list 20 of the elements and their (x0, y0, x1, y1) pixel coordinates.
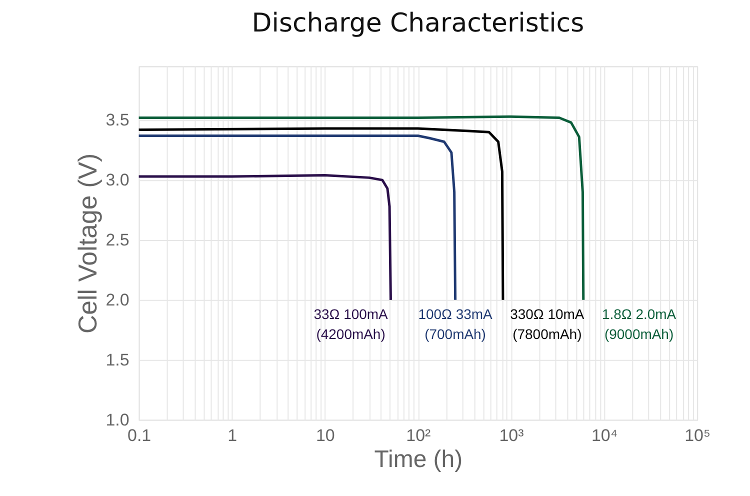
x-tick-label: 10⁵ (684, 426, 711, 446)
annotation: 100Ω 33mA (700mAh) (418, 306, 494, 342)
y-tick-label: 1.0 (106, 410, 130, 430)
chart-title: Discharge Characteristics (252, 8, 584, 38)
y-tick-label: 3.0 (106, 170, 130, 190)
x-tick-label: 10³ (499, 426, 524, 446)
y-tick-label: 2.5 (106, 230, 130, 250)
annotation: 33Ω 100mA (4200mAh) (314, 306, 389, 342)
annotation: 330Ω 10mA (7800mAh) (510, 306, 585, 342)
x-tick-label: 10 (316, 426, 335, 446)
x-axis-title: Time (h) (374, 446, 463, 474)
annotation: 1.8Ω 2.0mA (9000mAh) (602, 306, 677, 342)
y-tick-label: 2.0 (106, 290, 130, 310)
x-tick-label: 10⁴ (591, 426, 618, 446)
x-tick-label: 1 (228, 426, 238, 446)
x-tick-label: 10² (406, 426, 432, 446)
x-tick-label: 0.1 (128, 426, 152, 446)
y-tick-label: 1.5 (106, 350, 130, 370)
y-tick-label: 3.5 (106, 110, 130, 130)
y-axis-title: Cell Voltage (V) (72, 153, 103, 334)
